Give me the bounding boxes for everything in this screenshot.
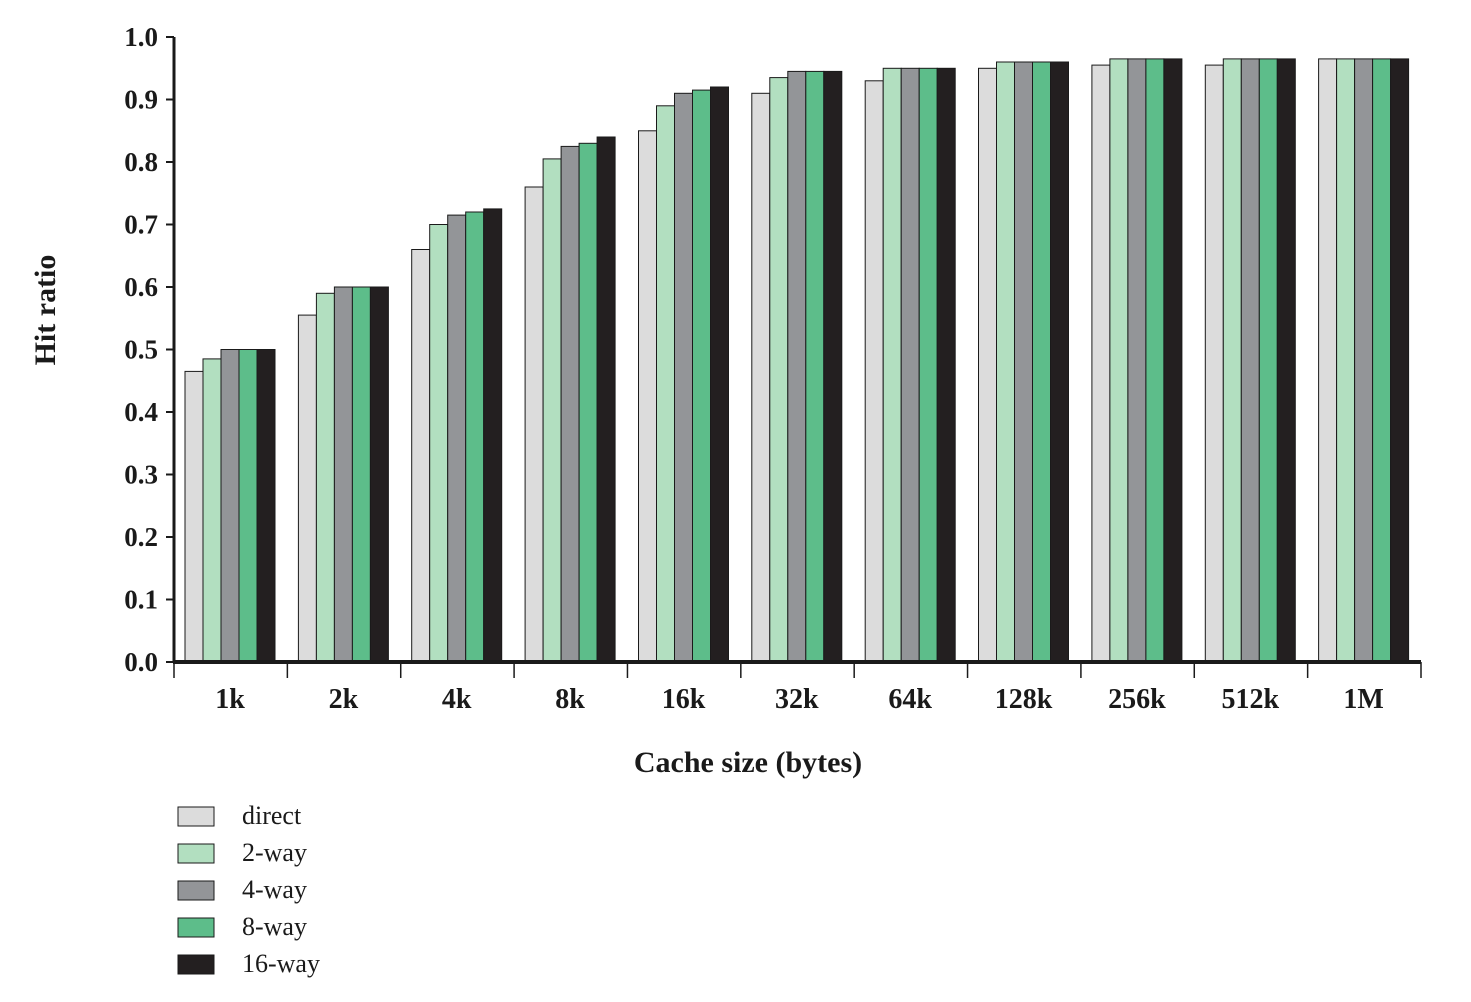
x-tick-label-4k: 4k [442, 684, 472, 715]
bar-8-way-16k [692, 89, 711, 663]
y-tick-label: 0.5 [124, 335, 158, 365]
bar-direct-1k [184, 370, 204, 663]
legend-label-2-way: 2-way [242, 838, 307, 867]
y-tick-label: 0.9 [124, 85, 158, 115]
legend-swatch-direct [177, 806, 215, 827]
legend-label-8-way: 8-way [242, 912, 307, 941]
bar-16-way-128k [1050, 61, 1069, 663]
bar-4-way-16k [674, 92, 693, 663]
bar-4-way-128k [1014, 61, 1033, 663]
bar-2-way-4k [429, 224, 449, 663]
y-axis-title: Hit ratio [29, 255, 62, 366]
x-tick-label-1k: 1k [215, 684, 245, 715]
bar-2-way-128k [996, 61, 1015, 663]
bar-8-way-4k [465, 211, 485, 663]
y-tick-label: 0.2 [124, 522, 158, 552]
bar-8-way-32k [805, 70, 825, 663]
legend-swatch-4-way [177, 880, 215, 901]
x-tick-label-32k: 32k [775, 684, 819, 715]
bar-direct-4k [411, 249, 431, 663]
y-tick-label: 1.0 [124, 22, 158, 52]
bar-16-way-8k [596, 136, 616, 663]
bar-4-way-64k [900, 67, 920, 663]
x-tick-label-1M: 1M [1343, 684, 1383, 715]
bar-2-way-32k [769, 77, 789, 663]
x-axis-title: Cache size (bytes) [634, 746, 862, 779]
bar-direct-1M [1318, 58, 1338, 663]
legend-label-16-way: 16-way [242, 949, 320, 978]
legend-label-4-way: 4-way [242, 875, 307, 904]
bar-direct-128k [978, 67, 997, 663]
bar-8-way-512k [1258, 58, 1278, 663]
bar-8-way-256k [1145, 58, 1165, 663]
bar-16-way-512k [1276, 58, 1296, 663]
bar-direct-2k [297, 314, 317, 663]
bar-direct-8k [524, 186, 544, 663]
bar-16-way-64k [936, 67, 956, 663]
bar-16-way-16k [710, 86, 729, 663]
x-tick-label-256k: 256k [1108, 684, 1166, 715]
bars-layer [184, 58, 1410, 663]
bar-2-way-256k [1109, 58, 1129, 663]
bar-2-way-8k [542, 158, 562, 663]
bar-2-way-512k [1222, 58, 1242, 663]
legend-swatch-16-way [177, 954, 215, 975]
bar-8-way-128k [1032, 61, 1051, 663]
y-tick-label: 0.4 [124, 397, 158, 427]
bar-16-way-1M [1390, 58, 1410, 663]
y-tick-label: 0.8 [124, 147, 158, 177]
y-tick-label: 0.0 [124, 647, 158, 677]
ticks-layer: 0.0 0.1 0.2 0.3 0.4 0.5 0.6 0.7 0.8 0.9 1.0 1k 2k 4k 8… [124, 22, 1422, 715]
legend: direct 2-way 4-way 8-way 16-way [177, 801, 320, 978]
bar-16-way-1k [256, 349, 276, 663]
x-tick-label-2k: 2k [329, 684, 359, 715]
bar-2-way-2k [315, 292, 335, 663]
bar-8-way-8k [578, 142, 598, 663]
bar-16-way-4k [483, 208, 503, 663]
bar-8-way-2k [351, 286, 371, 663]
y-tick-label: 0.7 [124, 210, 158, 240]
bar-4-way-2k [333, 286, 353, 663]
x-tick-label-16k: 16k [662, 684, 706, 715]
bar-8-way-1M [1372, 58, 1392, 663]
x-tick-label-64k: 64k [888, 684, 932, 715]
x-tick-label-128k: 128k [995, 684, 1053, 715]
x-tick-label-512k: 512k [1222, 684, 1280, 715]
bar-16-way-32k [823, 70, 843, 663]
bar-8-way-1k [238, 349, 258, 663]
x-tick-label-8k: 8k [555, 684, 585, 715]
bar-4-way-32k [787, 70, 807, 663]
y-tick-label: 0.6 [124, 272, 158, 302]
bar-8-way-64k [918, 67, 938, 663]
bar-4-way-512k [1240, 58, 1260, 663]
bar-direct-32k [751, 92, 771, 663]
y-tick-label: 0.3 [124, 460, 158, 490]
bar-4-way-1M [1354, 58, 1374, 663]
legend-swatch-8-way [177, 917, 215, 938]
bar-4-way-4k [447, 214, 467, 663]
bar-4-way-256k [1127, 58, 1147, 663]
bar-2-way-1M [1336, 58, 1356, 663]
bar-direct-64k [864, 80, 884, 663]
bar-direct-256k [1091, 64, 1111, 663]
bar-16-way-2k [369, 286, 389, 663]
bar-direct-16k [638, 130, 657, 663]
bar-2-way-64k [882, 67, 902, 663]
bar-2-way-1k [202, 358, 222, 663]
legend-label-direct: direct [242, 801, 302, 830]
bar-2-way-16k [656, 105, 675, 663]
legend-swatch-2-way [177, 843, 215, 864]
bar-16-way-256k [1163, 58, 1183, 663]
bar-4-way-8k [560, 145, 580, 663]
bar-4-way-1k [220, 349, 240, 663]
bar-direct-512k [1204, 64, 1224, 663]
y-tick-label: 0.1 [124, 585, 158, 615]
